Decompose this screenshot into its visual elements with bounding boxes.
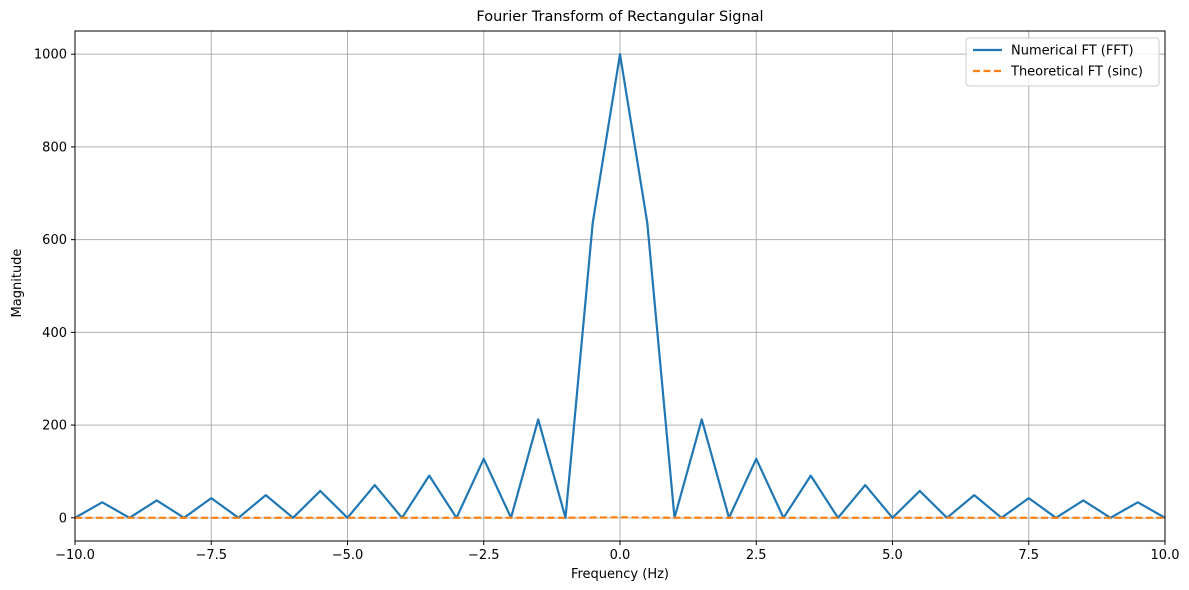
y-tick-label: 600 — [42, 233, 67, 248]
x-tick-label: 7.5 — [1018, 548, 1039, 563]
x-tick-label: 0.0 — [610, 548, 631, 563]
y-axis-label: Magnitude — [10, 249, 25, 318]
legend-label-2: Theoretical FT (sinc) — [1010, 65, 1143, 80]
grid-layer — [74, 31, 1166, 541]
y-tick-label: 0 — [59, 511, 67, 526]
chart-title: Fourier Transform of Rectangular Signal — [476, 9, 763, 25]
x-tick-label: 2.5 — [746, 548, 767, 563]
series-line-1 — [75, 53, 1165, 519]
x-axis-label: Frequency (Hz) — [571, 567, 669, 582]
x-tick-label: −2.5 — [468, 548, 500, 563]
tick-layer: −10.0 −7.5 −5.0 −2.5 0.0 2.5 5.0 7.5 10.0 0 200 400… — [34, 48, 1180, 563]
x-tick-label: 10.0 — [1151, 548, 1180, 563]
y-tick-label: 1000 — [34, 48, 67, 63]
y-tick-label: 800 — [42, 140, 67, 155]
x-tick-label: −7.5 — [195, 548, 227, 563]
x-tick-label: −5.0 — [332, 548, 364, 563]
y-tick-label: 400 — [42, 326, 67, 341]
series-layer — [75, 53, 1165, 519]
y-tick-label: 200 — [42, 419, 67, 434]
x-tick-label: −10.0 — [55, 548, 95, 563]
x-tick-label: 5.0 — [882, 548, 903, 563]
legend-label-1: Numerical FT (FFT) — [1011, 44, 1134, 59]
legend-box — [965, 37, 1160, 87]
legend: Numerical FT (FFT) Theoretical FT (sinc) — [965, 37, 1160, 87]
